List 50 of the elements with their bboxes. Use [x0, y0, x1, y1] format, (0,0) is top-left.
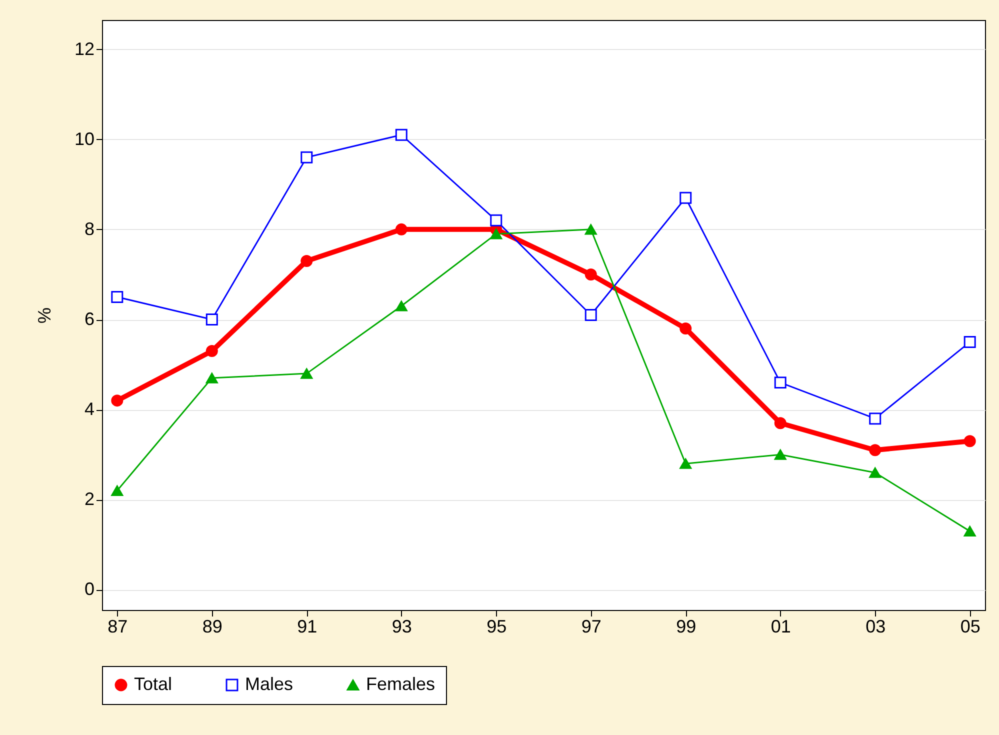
x-tick-label: 97 [581, 616, 602, 636]
point [774, 417, 786, 430]
point [395, 128, 408, 141]
point [584, 309, 597, 321]
y-tick-label: 10 [74, 128, 94, 149]
point [206, 372, 218, 384]
x-tick-label: 03 [866, 616, 886, 636]
point [111, 290, 124, 303]
y-tick-label: 8 [84, 218, 94, 239]
point [584, 268, 597, 280]
x-tick-label: 87 [108, 616, 128, 636]
point [869, 444, 882, 456]
point [300, 151, 313, 164]
y-axis-title: % [34, 307, 54, 324]
point [300, 254, 313, 267]
point [395, 223, 408, 236]
point [111, 485, 124, 496]
legend-label: Total [134, 674, 172, 694]
point [490, 214, 502, 226]
point [206, 314, 218, 326]
x-tick-label: 95 [486, 616, 507, 636]
point [774, 449, 786, 460]
x-tick-label: 01 [770, 616, 791, 636]
point [584, 224, 597, 235]
point [206, 345, 218, 358]
legend-label: Males [245, 674, 294, 694]
point [964, 526, 976, 536]
point [680, 458, 692, 469]
point [300, 368, 313, 379]
point [680, 192, 692, 204]
point [964, 435, 976, 448]
x-tick-label: 99 [676, 616, 696, 636]
x-tick-label: 89 [202, 616, 222, 636]
point [111, 394, 124, 407]
y-tick-label: 2 [84, 489, 94, 510]
y-tick-label: 4 [84, 399, 94, 420]
x-tick-label: 91 [297, 616, 318, 636]
y-tick-label: 12 [74, 38, 94, 59]
point [869, 412, 882, 425]
x-tick-label: 05 [960, 616, 980, 636]
legend-label: Females [366, 674, 436, 694]
point [395, 300, 408, 312]
point [869, 467, 882, 478]
y-tick-label: 6 [84, 309, 94, 330]
point [680, 322, 692, 334]
y-tick-label: 0 [84, 579, 94, 600]
point [490, 228, 502, 240]
point [964, 336, 976, 348]
x-tick-label: 93 [392, 616, 412, 636]
point [774, 376, 786, 389]
